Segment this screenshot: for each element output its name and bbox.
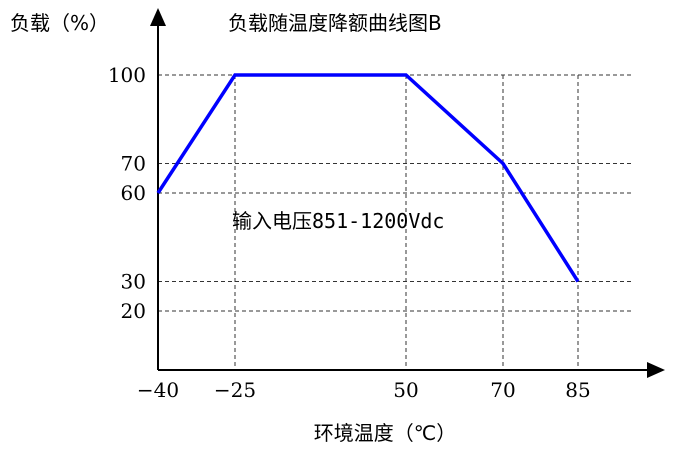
chart-title: 负载随温度降额曲线图B: [228, 11, 442, 35]
y-axis-title: 负载（%）: [10, 11, 109, 35]
input-voltage-annotation: 输入电压851-1200Vdc: [232, 209, 444, 233]
y-tick-label-20: 20: [121, 299, 146, 323]
x-tick-label-85: 85: [565, 378, 590, 402]
x-tick-label--25: −25: [214, 378, 256, 402]
axis-layer: [150, 8, 665, 378]
series-layer: [156, 73, 580, 283]
x-tick-label-70: 70: [490, 378, 515, 402]
x-tick-label--40: −40: [137, 378, 179, 402]
y-tick-label-60: 60: [121, 181, 146, 205]
y-tick-label-30: 30: [121, 270, 146, 294]
grid-layer: [158, 74, 632, 370]
derating-series-line-0: [156, 73, 580, 283]
x-axis-arrow: [647, 362, 665, 378]
x-axis-title: 环境温度（℃）: [314, 421, 456, 445]
y-tick-label-100: 100: [108, 63, 146, 87]
x-tick-label-50: 50: [393, 378, 418, 402]
label-layer: 负载随温度降额曲线图B 负载（%） 环境温度（℃） 输入电压851-1200Vd…: [10, 11, 591, 445]
y-axis-arrow: [150, 8, 166, 26]
y-tick-label-70: 70: [121, 152, 146, 176]
